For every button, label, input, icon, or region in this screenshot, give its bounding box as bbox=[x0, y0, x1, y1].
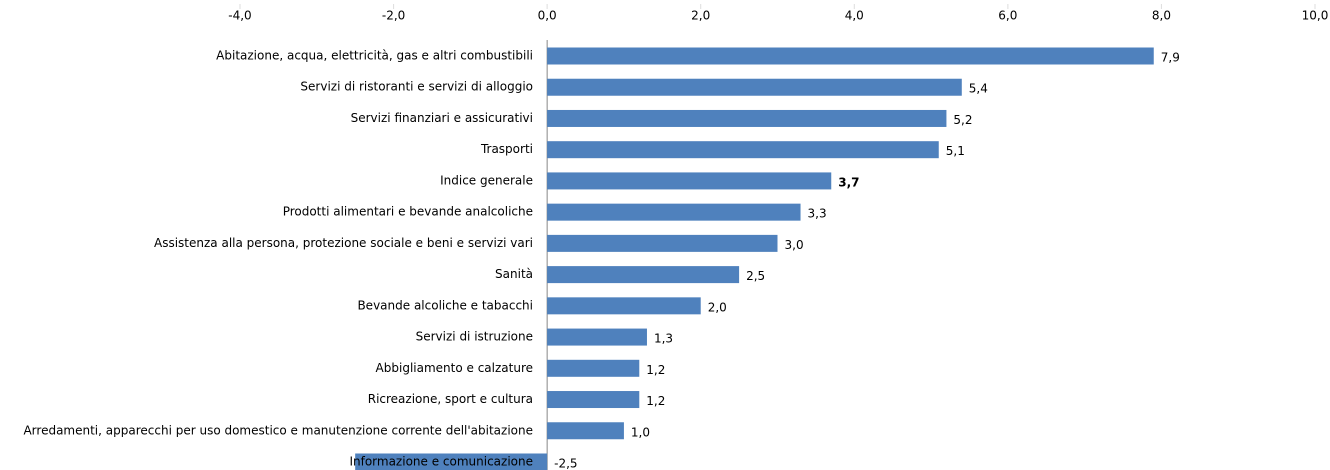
bar bbox=[547, 172, 832, 190]
category-label: Ricreazione, sport e cultura bbox=[368, 392, 533, 406]
bar bbox=[355, 453, 548, 470]
category-label: Bevande alcoliche e tabacchi bbox=[357, 298, 533, 312]
category-label: Servizi finanziari e assicurativi bbox=[351, 111, 533, 125]
value-label: 3,7 bbox=[838, 175, 859, 189]
category-label: Abitazione, acqua, elettricità, gas e al… bbox=[216, 49, 533, 63]
x-tick-label: 2,0 bbox=[691, 9, 710, 23]
value-label: 1,3 bbox=[654, 332, 673, 346]
x-tick-label: 0,0 bbox=[538, 9, 557, 23]
value-label: 1,0 bbox=[631, 425, 650, 439]
value-label: 1,2 bbox=[646, 394, 665, 408]
value-label: 7,9 bbox=[1161, 51, 1180, 65]
bar bbox=[547, 203, 801, 221]
x-tick-label: -4,0 bbox=[228, 9, 251, 23]
value-label: 1,2 bbox=[646, 363, 665, 377]
category-label: Trasporti bbox=[480, 142, 533, 156]
category-label: Arredamenti, apparecchi per uso domestic… bbox=[23, 423, 533, 437]
category-label: Sanità bbox=[495, 267, 533, 281]
value-label: 5,2 bbox=[953, 113, 972, 127]
bar bbox=[547, 234, 778, 252]
bar bbox=[547, 266, 740, 284]
x-tick-label: 6,0 bbox=[998, 9, 1017, 23]
category-label: Servizi di istruzione bbox=[416, 330, 533, 344]
category-label: Prodotti alimentari e bevande analcolich… bbox=[283, 205, 533, 219]
bar bbox=[547, 109, 947, 127]
bar bbox=[547, 78, 962, 96]
bar bbox=[547, 359, 640, 377]
x-tick-label: 10,0 bbox=[1302, 9, 1329, 23]
bar bbox=[547, 141, 939, 159]
x-tick-label: -2,0 bbox=[382, 9, 405, 23]
value-label: 3,0 bbox=[785, 238, 804, 252]
value-label: 2,5 bbox=[746, 269, 765, 283]
category-label: Indice generale bbox=[440, 173, 533, 187]
category-label: Assistenza alla persona, protezione soci… bbox=[154, 236, 533, 250]
bar bbox=[547, 422, 624, 440]
bar bbox=[547, 47, 1154, 65]
value-label: 3,3 bbox=[808, 207, 827, 221]
value-label: 5,1 bbox=[946, 144, 965, 158]
x-tick-label: 8,0 bbox=[1152, 9, 1171, 23]
category-label: Informazione e comunicazione bbox=[349, 454, 533, 468]
bar bbox=[547, 391, 640, 409]
x-tick-label: 4,0 bbox=[845, 9, 864, 23]
bar bbox=[547, 328, 647, 346]
category-label: Abbigliamento e calzature bbox=[376, 361, 533, 375]
bar bbox=[547, 297, 701, 315]
value-label: -2,5 bbox=[554, 456, 577, 470]
value-label: 5,4 bbox=[969, 82, 988, 96]
category-label: Servizi di ristoranti e servizi di allog… bbox=[300, 80, 533, 94]
value-label: 2,0 bbox=[708, 300, 727, 314]
